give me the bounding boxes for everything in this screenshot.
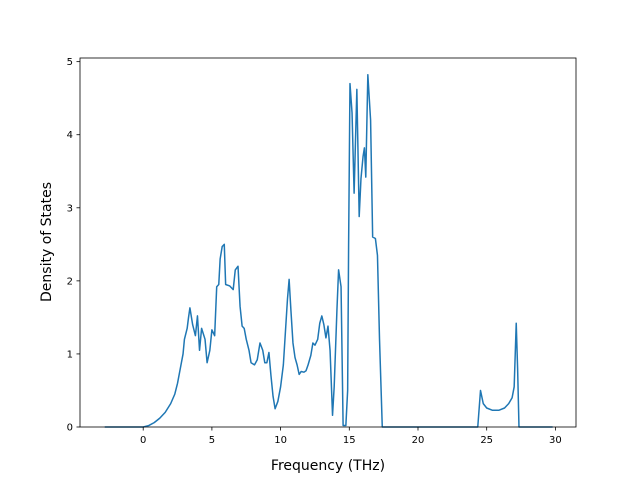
y-tick-label: 2	[67, 276, 73, 287]
y-axis-label: Density of States	[39, 182, 55, 302]
x-tick-label: 15	[343, 435, 356, 446]
x-tick-label: 10	[274, 435, 287, 446]
x-axis-label: Frequency (THz)	[271, 458, 385, 474]
y-tick-label: 5	[67, 57, 73, 68]
y-tick-label: 1	[67, 349, 73, 360]
x-tick-label: 30	[549, 435, 562, 446]
x-tick-label: 20	[412, 435, 425, 446]
plot-layer	[104, 74, 553, 428]
tick-layer: 0 5 10 15 20 25 30 0 1 2 3 4 5	[67, 57, 562, 446]
y-tick-label: 3	[67, 203, 73, 214]
x-tick-label: 25	[480, 435, 493, 446]
dos-series-line-0	[104, 74, 553, 428]
x-tick-label: 0	[140, 435, 146, 446]
plot-frame	[79, 57, 577, 428]
x-tick-label: 5	[209, 435, 215, 446]
y-tick-label: 0	[67, 423, 73, 434]
y-tick-label: 4	[67, 130, 73, 141]
